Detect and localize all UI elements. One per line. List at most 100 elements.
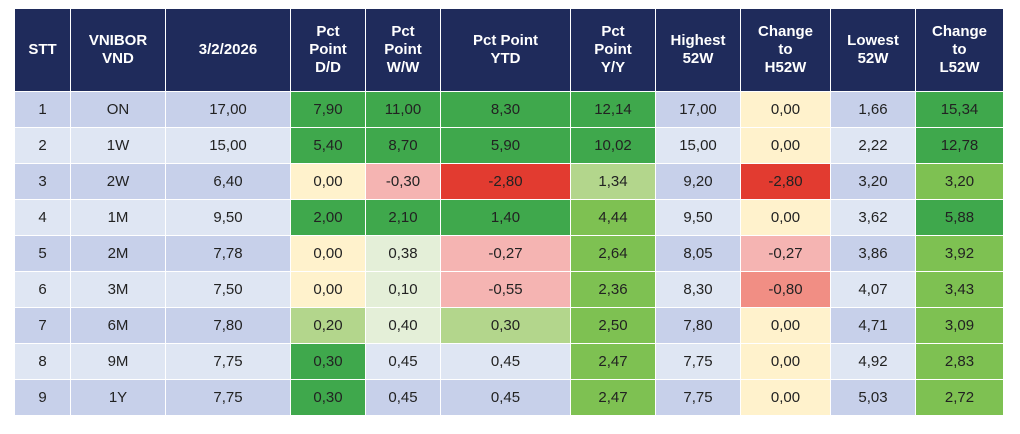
table-cell: 4,07: [830, 271, 916, 308]
table-cell: 2,00: [290, 199, 366, 236]
table-cell: -2,80: [740, 163, 831, 200]
table-cell: 8,05: [655, 235, 741, 272]
table-cell: 1,66: [830, 91, 916, 128]
table-cell: 8: [14, 343, 71, 380]
header-cell: Pct Point Y/Y: [570, 8, 656, 92]
table-cell: 9,20: [655, 163, 741, 200]
table-cell: 0,00: [740, 127, 831, 164]
table-cell: 7,80: [655, 307, 741, 344]
table-cell: 7,75: [655, 379, 741, 416]
table-cell: -0,55: [440, 271, 571, 308]
table-cell: 0,38: [365, 235, 441, 272]
table-cell: 7,80: [165, 307, 291, 344]
table-cell: 0,45: [365, 343, 441, 380]
table-cell: 4,44: [570, 199, 656, 236]
table-cell: 1,40: [440, 199, 571, 236]
table-cell: 6,40: [165, 163, 291, 200]
table-row: 6 3M 7,50 0,00 0,10 -0,55 2,36 8,30 -0,80 4,07 3,4…: [14, 271, 1004, 308]
header-cell: Pct Point D/D: [290, 8, 366, 92]
table-row: 9 1Y 7,75 0,30 0,45 0,45 2,47 7,75 0,00 5,03 2,72: [14, 379, 1004, 416]
table-cell: 11,00: [365, 91, 441, 128]
header-cell: Change to L52W: [915, 8, 1004, 92]
table-cell: 5: [14, 235, 71, 272]
table-cell: 5,90: [440, 127, 571, 164]
table-cell: -0,27: [440, 235, 571, 272]
table-row: 1 ON 17,00 7,90 11,00 8,30 12,14 17,00 0,00 1,66 1…: [14, 91, 1004, 128]
table-cell: 3,62: [830, 199, 916, 236]
table-cell: 1: [14, 91, 71, 128]
header-cell: Pct Point W/W: [365, 8, 441, 92]
table-cell: 6: [14, 271, 71, 308]
table-cell: 0,00: [290, 271, 366, 308]
table-cell: 1,34: [570, 163, 656, 200]
table-cell: 0,00: [740, 379, 831, 416]
table-cell: 2,50: [570, 307, 656, 344]
table-cell: 0,10: [365, 271, 441, 308]
table-cell: 1W: [70, 127, 166, 164]
table-cell: 3M: [70, 271, 166, 308]
table-cell: 5,03: [830, 379, 916, 416]
header-cell: STT: [14, 8, 71, 92]
table-row: 5 2M 7,78 0,00 0,38 -0,27 2,64 8,05 -0,27 3,86 3,9…: [14, 235, 1004, 272]
table-cell: 7: [14, 307, 71, 344]
table-cell: 3: [14, 163, 71, 200]
table-row: 8 9M 7,75 0,30 0,45 0,45 2,47 7,75 0,00 4,92 2,83: [14, 343, 1004, 380]
table-cell: 2,72: [915, 379, 1004, 416]
table-cell: 9: [14, 379, 71, 416]
table-cell: 2,47: [570, 379, 656, 416]
table-cell: 0,40: [365, 307, 441, 344]
table-cell: 3,20: [915, 163, 1004, 200]
table-cell: 2M: [70, 235, 166, 272]
table-row: 2 1W 15,00 5,40 8,70 5,90 10,02 15,00 0,00 2,22 12…: [14, 127, 1004, 164]
table-cell: 7,50: [165, 271, 291, 308]
table-cell: 15,00: [165, 127, 291, 164]
table-cell: -0,80: [740, 271, 831, 308]
table-cell: 15,34: [915, 91, 1004, 128]
table-cell: 1M: [70, 199, 166, 236]
table-cell: 2,10: [365, 199, 441, 236]
table-cell: 0,30: [290, 379, 366, 416]
table-row: 3 2W 6,40 0,00 -0,30 -2,80 1,34 9,20 -2,80 3,20 3,…: [14, 163, 1004, 200]
table-cell: 7,75: [165, 379, 291, 416]
table-cell: 7,78: [165, 235, 291, 272]
table-cell: ON: [70, 91, 166, 128]
table-cell: 8,70: [365, 127, 441, 164]
table-cell: 4,71: [830, 307, 916, 344]
table-cell: 17,00: [655, 91, 741, 128]
table-cell: 2,47: [570, 343, 656, 380]
table-cell: 0,45: [365, 379, 441, 416]
table-cell: 7,75: [655, 343, 741, 380]
table-cell: 17,00: [165, 91, 291, 128]
table-cell: 0,00: [740, 307, 831, 344]
table-cell: 9,50: [165, 199, 291, 236]
table-cell: -2,80: [440, 163, 571, 200]
header-cell: Highest 52W: [655, 8, 741, 92]
table-cell: 5,88: [915, 199, 1004, 236]
table-cell: 6M: [70, 307, 166, 344]
table-cell: 2,83: [915, 343, 1004, 380]
table-cell: 5,40: [290, 127, 366, 164]
header-cell: Change to H52W: [740, 8, 831, 92]
table-cell: 4: [14, 199, 71, 236]
table-cell: 8,30: [655, 271, 741, 308]
table-cell: 0,30: [290, 343, 366, 380]
header-cell: 3/2/2026: [165, 8, 291, 92]
table-cell: 0,00: [290, 235, 366, 272]
table-cell: 0,00: [740, 91, 831, 128]
table-cell: 0,45: [440, 343, 571, 380]
table-cell: 3,86: [830, 235, 916, 272]
table-cell: -0,27: [740, 235, 831, 272]
table-cell: 2,36: [570, 271, 656, 308]
table-cell: 3,43: [915, 271, 1004, 308]
table-cell: 0,00: [740, 343, 831, 380]
table-cell: 0,30: [440, 307, 571, 344]
table-cell: 2,22: [830, 127, 916, 164]
table-cell: 3,92: [915, 235, 1004, 272]
table-cell: 9,50: [655, 199, 741, 236]
table-cell: 8,30: [440, 91, 571, 128]
table-cell: 9M: [70, 343, 166, 380]
vnibor-table: STT VNIBOR VND 3/2/2026 Pct Point D/D Pct Po…: [14, 8, 1004, 416]
table-cell: 7,75: [165, 343, 291, 380]
table-cell: 2W: [70, 163, 166, 200]
table-cell: 2,64: [570, 235, 656, 272]
